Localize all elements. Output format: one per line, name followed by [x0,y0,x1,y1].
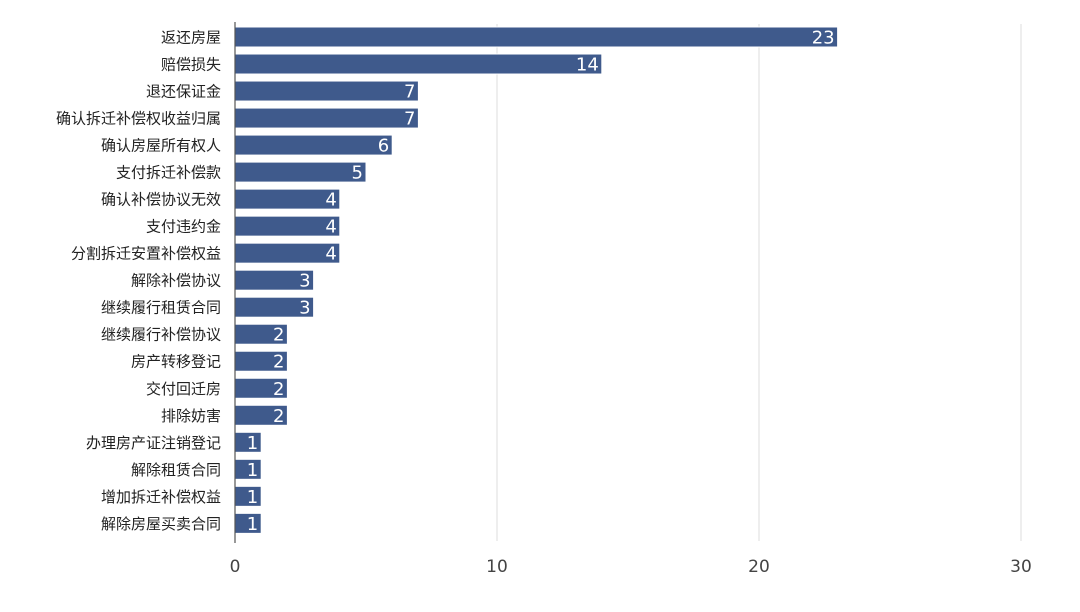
x-tick-label-20: 20 [748,557,770,577]
data-label-18: 1 [247,487,258,508]
category-label-1: 返还房屋 [161,29,221,47]
category-label-13: 房产转移登记 [131,353,221,371]
bar-2 [234,53,603,75]
data-label-10: 3 [299,271,310,292]
data-label-15: 2 [273,406,284,427]
category-label-6: 支付拆迁补偿款 [116,164,221,182]
data-label-12: 2 [273,325,284,346]
category-label-12: 继续履行补偿协议 [101,326,221,344]
data-label-1: 23 [812,28,835,49]
x-tick-label-0: 0 [230,557,241,577]
grid-lines [496,24,1022,541]
bar-5 [234,134,393,156]
category-label-9: 分割拆迁安置补偿权益 [71,245,221,263]
category-labels: 返还房屋赔偿损失退还保证金确认拆迁补偿权收益归属确认房屋所有权人支付拆迁补偿款确… [56,29,221,533]
data-label-5: 6 [378,136,389,157]
category-label-10: 解除补偿协议 [131,272,221,290]
data-label-7: 4 [325,190,336,211]
category-label-17: 解除租赁合同 [131,461,221,479]
category-label-7: 确认补偿协议无效 [101,191,221,209]
data-label-14: 2 [273,379,284,400]
category-label-16: 办理房产证注销登记 [86,434,221,452]
category-label-14: 交付回迁房 [146,380,221,398]
bar-4 [234,107,419,129]
category-label-19: 解除房屋买卖合同 [101,515,221,533]
data-label-6: 5 [352,163,363,184]
data-label-11: 3 [299,298,310,319]
category-label-2: 赔偿损失 [161,56,221,74]
data-label-2: 14 [576,55,599,76]
category-label-3: 退还保证金 [146,83,221,101]
bar-7 [234,188,341,210]
x-tick-label-10: 10 [486,557,508,577]
bar-6 [234,161,367,183]
category-label-11: 继续履行租赁合同 [101,299,221,317]
bar-1 [234,26,839,48]
category-label-15: 排除妨害 [161,407,221,425]
category-label-4: 确认拆迁补偿权收益归属 [56,110,221,128]
category-label-18: 增加拆迁补偿权益 [101,488,221,506]
data-label-4: 7 [404,109,415,130]
x-tick-label-30: 30 [1010,557,1032,577]
x-tick-labels: 0 10 20 30 [230,557,1032,577]
data-label-16: 1 [247,433,258,454]
bar-3 [234,80,419,102]
category-label-5: 确认房屋所有权人 [101,137,221,155]
bar-9 [234,242,341,264]
data-label-19: 1 [247,514,258,535]
data-label-8: 4 [325,217,336,238]
bar-8 [234,215,341,237]
category-label-8: 支付违约金 [146,218,221,236]
data-label-9: 4 [325,244,336,265]
data-label-17: 1 [247,460,258,481]
data-label-13: 2 [273,352,284,373]
data-label-3: 7 [404,82,415,103]
